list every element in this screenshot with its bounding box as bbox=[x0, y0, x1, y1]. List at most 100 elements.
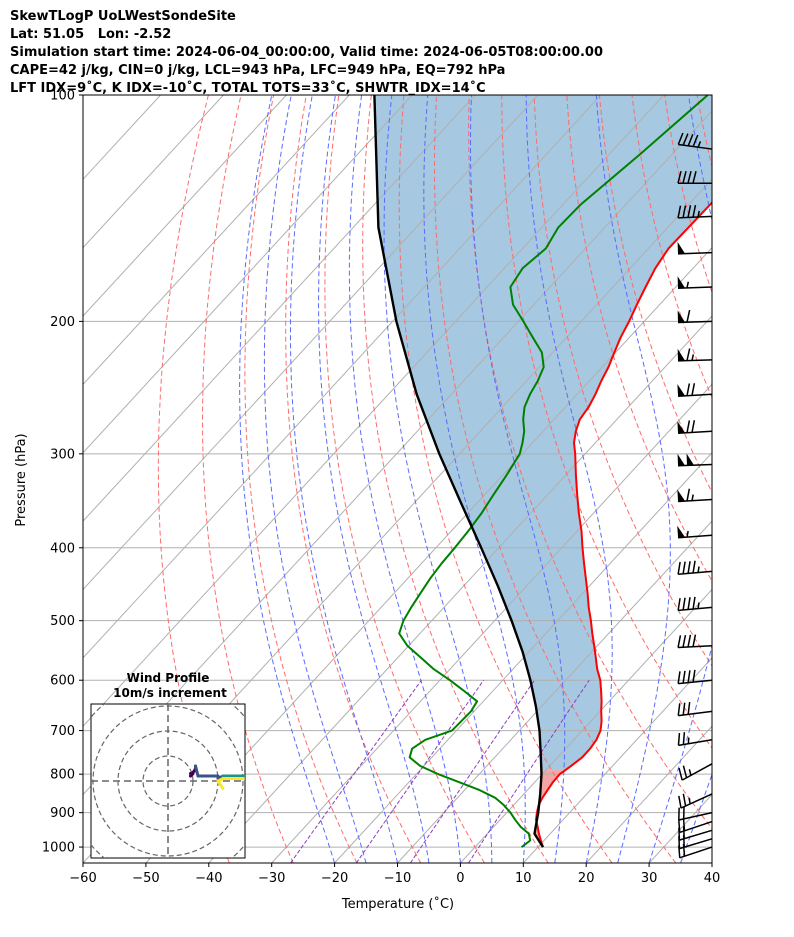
wind-barb-flag bbox=[677, 132, 684, 145]
y-tick-label: 100 bbox=[50, 89, 75, 104]
hodograph-inset: Wind Profile 10m/s increment bbox=[90, 671, 246, 859]
wind-barb bbox=[677, 132, 713, 150]
dry-adiabat-line bbox=[566, 95, 712, 583]
wind-barb-flag bbox=[692, 204, 697, 218]
wind-barb-flag bbox=[687, 171, 692, 184]
dry-adiabat-line bbox=[434, 95, 677, 863]
x-tick-label: 40 bbox=[704, 871, 721, 886]
wind-barb-flag bbox=[677, 598, 681, 611]
wind-barb-flag bbox=[687, 634, 692, 648]
sounding-profiles bbox=[373, 95, 712, 848]
wind-barb-pennant bbox=[677, 489, 686, 502]
wind-barb-flag bbox=[686, 348, 691, 361]
y-tick-label: 800 bbox=[50, 768, 75, 783]
isotherm-line bbox=[460, 588, 712, 863]
wind-barb-flag bbox=[687, 597, 691, 610]
y-tick-label: 200 bbox=[50, 315, 75, 330]
wind-barb-staff bbox=[678, 393, 713, 397]
wind-barb-pennant bbox=[677, 453, 686, 466]
simulation-time-line: Simulation start time: 2024-06-04_00:00:… bbox=[10, 45, 603, 60]
wind-barb bbox=[678, 763, 713, 781]
wind-barb bbox=[677, 596, 713, 612]
isotherm-line bbox=[83, 95, 476, 522]
y-tick-label: 900 bbox=[50, 806, 75, 821]
wind-barb bbox=[677, 420, 713, 434]
wind-barb-flag bbox=[686, 309, 691, 323]
wind-barb-flag bbox=[677, 205, 682, 219]
y-tick-label: 600 bbox=[50, 674, 75, 689]
chart-title: SkewTLogP UoLWestSondeSite bbox=[10, 9, 236, 24]
wind-barb-staff bbox=[678, 430, 713, 434]
wind-barb-flag bbox=[691, 420, 696, 433]
wind-barb-flag bbox=[687, 670, 691, 683]
wind-barb-half-flag bbox=[697, 141, 702, 148]
moist-adiabat-line bbox=[595, 95, 671, 863]
wind-barb-flag bbox=[687, 701, 691, 715]
wind-barb-flag bbox=[687, 134, 694, 147]
dry-adiabat-line bbox=[324, 95, 485, 863]
wind-barb-flag bbox=[678, 819, 681, 833]
wind-barb bbox=[677, 276, 713, 289]
x-tick-label: −60 bbox=[69, 871, 96, 886]
wind-barb-flag bbox=[677, 561, 681, 575]
wind-barb-flag bbox=[682, 670, 686, 684]
wind-barb-pennant bbox=[677, 421, 686, 434]
dry-adiabat-line bbox=[730, 95, 794, 863]
wind-barb-pennant bbox=[677, 525, 686, 538]
dry-adiabat-line bbox=[285, 95, 422, 863]
wind-barb bbox=[678, 793, 713, 809]
wind-barb-staff bbox=[677, 359, 713, 362]
wind-barb-flag bbox=[682, 133, 689, 146]
wind-barb-half-flag bbox=[697, 210, 700, 218]
isotherm-line bbox=[334, 452, 712, 863]
cape-cin-shading bbox=[374, 95, 712, 844]
wind-barb-half-flag bbox=[688, 797, 691, 805]
wind-barb bbox=[677, 669, 713, 685]
wind-barb-pennant bbox=[686, 453, 695, 466]
cape-shading bbox=[374, 95, 712, 771]
wind-barb bbox=[677, 241, 713, 255]
wind-barb-flag bbox=[677, 671, 681, 684]
moist-adiabat-line bbox=[470, 95, 566, 863]
wind-barb-flag bbox=[682, 171, 687, 184]
hodograph-plot bbox=[91, 704, 245, 858]
hodograph-subtitle: 10m/s increment bbox=[113, 686, 227, 700]
stability-indices-line-1: CAPE=42 j/kg, CIN=0 j/kg, LCL=943 hPa, L… bbox=[10, 63, 506, 78]
wind-barb-pennant bbox=[677, 310, 686, 323]
dry-adiabat-line bbox=[501, 95, 712, 749]
dry-adiabat-line bbox=[468, 95, 712, 830]
wind-barb bbox=[678, 818, 713, 834]
wind-barb-half-flag bbox=[691, 354, 695, 361]
dewpoint-profile-line bbox=[398, 95, 709, 848]
mixing-ratio-line bbox=[355, 679, 485, 863]
y-tick-label: 500 bbox=[50, 614, 75, 629]
skewt-background-lines bbox=[83, 95, 794, 863]
wind-barb-flag bbox=[692, 134, 699, 147]
isotherm-line bbox=[83, 95, 413, 454]
isotherm-line bbox=[83, 95, 539, 591]
wind-barb-pennant bbox=[677, 241, 686, 254]
wind-barb-flag bbox=[682, 793, 687, 807]
wind-barb-flag bbox=[692, 596, 696, 610]
dry-adiabat-line bbox=[598, 95, 712, 494]
wind-barb-flag bbox=[691, 383, 696, 396]
x-tick-label: −30 bbox=[258, 871, 285, 886]
wind-barb-flag bbox=[678, 795, 682, 809]
dry-adiabat-line bbox=[244, 95, 358, 863]
isotherm-line bbox=[83, 95, 602, 659]
wind-barb-flag bbox=[682, 765, 688, 778]
wind-barb-flag bbox=[687, 205, 692, 218]
isotherm-line bbox=[145, 246, 712, 863]
isotherm-line bbox=[83, 95, 350, 386]
x-tick-label: 20 bbox=[578, 871, 595, 886]
isotherm-line bbox=[83, 95, 665, 727]
wind-barb-flag bbox=[677, 171, 682, 184]
isotherm-line bbox=[271, 383, 712, 863]
x-tick-label: 0 bbox=[456, 871, 464, 886]
wind-barb-flag bbox=[692, 634, 697, 647]
wind-barb-half-flag bbox=[691, 494, 694, 501]
wind-barb-staff bbox=[677, 286, 713, 289]
wind-barb bbox=[677, 560, 713, 575]
wind-barb-flag bbox=[677, 635, 682, 648]
dry-adiabat-line bbox=[398, 95, 613, 863]
